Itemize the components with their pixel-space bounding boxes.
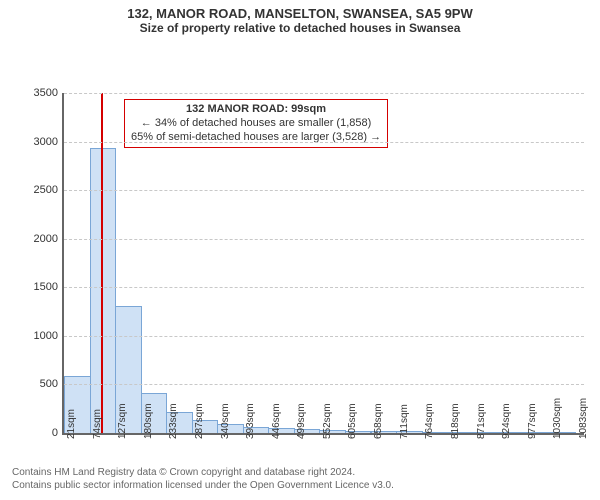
x-tick-label: 287sqm: [194, 403, 205, 439]
x-tick-label: 74sqm: [92, 409, 103, 439]
x-tick-label: 499sqm: [296, 403, 307, 439]
y-tick-label: 1000: [34, 330, 64, 342]
x-tick-label: 924sqm: [501, 403, 512, 439]
x-tick-label: 818sqm: [450, 403, 461, 439]
x-tick-label: 871sqm: [476, 403, 487, 439]
x-tick-label: 977sqm: [527, 403, 538, 439]
y-tick-label: 3500: [34, 87, 64, 99]
x-tick-label: 711sqm: [399, 404, 410, 439]
y-tick-label: 500: [40, 378, 64, 390]
histogram-chart: Number of detached properties 132 MANOR …: [62, 93, 582, 433]
x-tick-label: 393sqm: [245, 403, 256, 439]
gridline: [64, 239, 584, 240]
x-tick-label: 658sqm: [373, 403, 384, 439]
footer-line-1: Contains HM Land Registry data © Crown c…: [12, 467, 394, 480]
annotation-line-2: ← 34% of detached houses are smaller (1,…: [131, 117, 381, 131]
gridline: [64, 93, 584, 94]
x-tick-label: 446sqm: [271, 403, 282, 439]
footer-line-2: Contains public sector information licen…: [12, 480, 394, 493]
y-tick-label: 3000: [34, 136, 64, 148]
page-subtitle: Size of property relative to detached ho…: [0, 21, 600, 37]
y-tick-label: 1500: [34, 281, 64, 293]
x-tick-label: 180sqm: [143, 403, 154, 439]
x-tick-label: 127sqm: [117, 403, 128, 439]
page-title: 132, MANOR ROAD, MANSELTON, SWANSEA, SA5…: [0, 0, 600, 21]
x-tick-label: 605sqm: [347, 403, 358, 439]
x-tick-label: 1030sqm: [552, 398, 563, 439]
x-tick-label: 552sqm: [322, 403, 333, 439]
y-tick-label: 2500: [34, 184, 64, 196]
x-tick-label: 21sqm: [66, 409, 77, 439]
gridline: [64, 142, 584, 143]
annotation-line-1: 132 MANOR ROAD: 99sqm: [131, 103, 381, 117]
gridline: [64, 287, 584, 288]
x-tick-label: 340sqm: [220, 403, 231, 439]
plot-area: 132 MANOR ROAD: 99sqm ← 34% of detached …: [62, 93, 584, 435]
footer-text: Contains HM Land Registry data © Crown c…: [12, 467, 394, 492]
gridline: [64, 190, 584, 191]
gridline: [64, 384, 584, 385]
x-tick-label: 764sqm: [424, 403, 435, 439]
x-tick-label: 1083sqm: [578, 398, 589, 439]
marker-line: [101, 93, 103, 433]
y-tick-label: 2000: [34, 233, 64, 245]
gridline: [64, 336, 584, 337]
y-tick-label: 0: [52, 427, 64, 439]
x-tick-label: 233sqm: [168, 403, 179, 439]
